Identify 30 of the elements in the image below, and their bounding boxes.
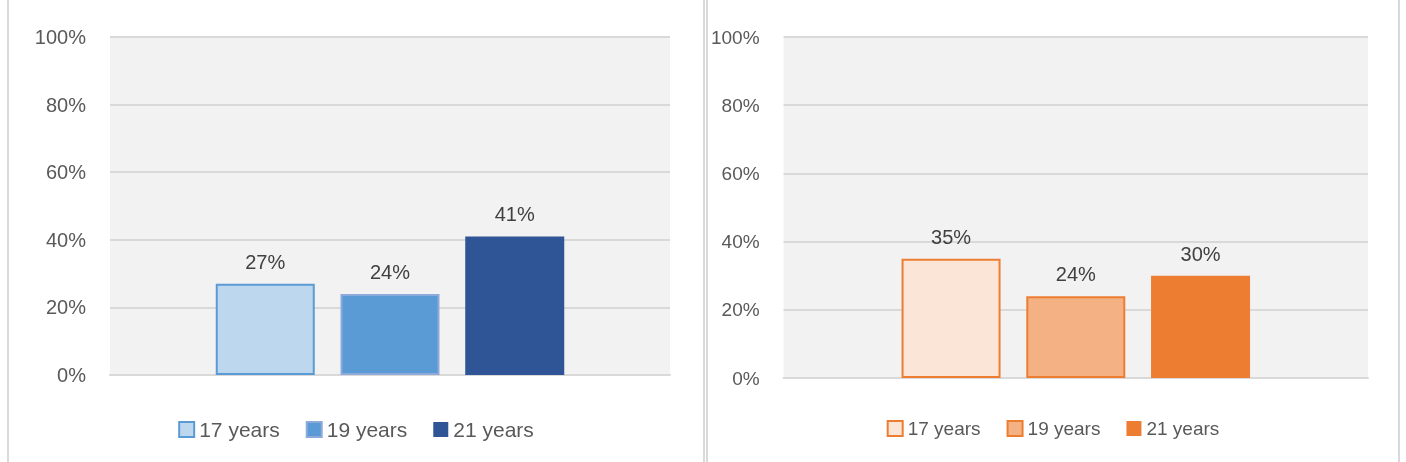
y-tick-label: 40% — [45, 228, 87, 251]
y-tick-label: 20% — [721, 299, 760, 321]
y-tick-label: 80% — [45, 93, 87, 116]
legend-label: 19 years — [1027, 418, 1101, 439]
legend-label: 17 years — [907, 418, 981, 439]
y-tick-label: 0% — [57, 364, 87, 386]
y-tick-label: 20% — [45, 296, 87, 319]
data-label: 41% — [494, 203, 535, 226]
y-tick-label: 60% — [45, 161, 87, 184]
y-tick-label: 0% — [732, 367, 760, 389]
data-label: 24% — [1055, 263, 1097, 286]
y-tick-label: 80% — [721, 94, 760, 116]
y-tick-label: 40% — [721, 231, 760, 253]
legend-label: 21 years — [1146, 418, 1220, 439]
legend-label: 21 years — [453, 418, 534, 441]
legend-label: 19 years — [326, 418, 408, 441]
y-tick-label: 100% — [34, 26, 87, 48]
data-label: 24% — [369, 260, 411, 283]
bar — [901, 258, 1001, 378]
data-label: 30% — [1180, 242, 1221, 265]
y-tick-label: 60% — [721, 162, 760, 184]
bar — [465, 236, 565, 375]
data-label: 27% — [245, 250, 286, 273]
legend-label: 17 years — [199, 418, 280, 441]
bar — [1151, 275, 1251, 378]
data-label: 35% — [931, 225, 972, 248]
y-tick-label: 100% — [710, 26, 760, 48]
bar — [340, 293, 440, 375]
bar — [215, 283, 315, 375]
bar — [1026, 296, 1126, 378]
